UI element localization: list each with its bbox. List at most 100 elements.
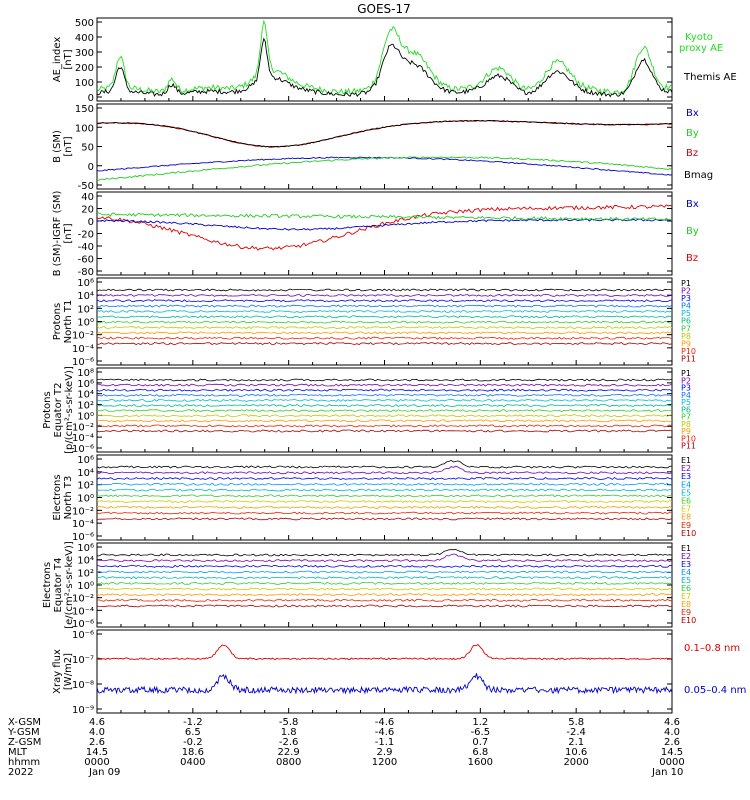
flux-line-p8	[97, 414, 672, 418]
y-axis-label: [nT]	[63, 136, 74, 156]
flux-line-p9	[97, 331, 672, 335]
y-tick-label: 10⁴	[77, 468, 94, 479]
y-tick-label: -40	[78, 242, 94, 253]
y-tick-label: 20	[81, 205, 94, 216]
y-tick-label: 100	[75, 123, 94, 134]
y-axis-label: Protons	[42, 391, 53, 428]
flux-line-p10	[97, 424, 672, 428]
xray-short-line	[97, 673, 672, 695]
panel-frame	[96, 103, 673, 190]
panel-traces	[97, 288, 672, 345]
x-value: -5.8	[279, 717, 299, 728]
flux-line-p7	[97, 409, 672, 413]
y-axis-label: [nT]	[63, 49, 74, 69]
y-tick-label: 10²	[77, 304, 94, 315]
y-tick-label: 10⁻²	[72, 331, 94, 342]
y-axis-label: North T1	[63, 300, 74, 344]
flux-line-p9	[97, 419, 672, 423]
y-tick-label: 10²	[77, 568, 94, 579]
y-tick-label: 0	[88, 162, 94, 173]
y-tick-label: 40	[81, 192, 94, 203]
flux-line-e8	[97, 505, 672, 509]
legend-entry: P3	[681, 294, 691, 303]
flux-line-e6	[97, 581, 672, 585]
y-tick-label: 400	[75, 33, 94, 44]
x-axis-table: X-GSMY-GSMZ-GSMMLThhmm20224.64.02.614.50…	[7, 717, 685, 778]
x-value: -2.6	[279, 737, 299, 748]
panel-traces	[97, 119, 672, 181]
x-row-label: 2022	[8, 767, 33, 778]
y-axis-label: AE_index	[52, 37, 63, 83]
xray-long-line	[97, 643, 672, 661]
y-axis-label: Electrons	[52, 474, 63, 520]
panel-frame	[96, 191, 673, 276]
y-axis-label: Equator T4	[53, 558, 64, 613]
legend-entry: P7	[681, 324, 691, 333]
legend-entry: E6	[681, 497, 691, 506]
x-value: 0000	[84, 757, 109, 768]
flux-line-p11	[97, 342, 672, 345]
legend-entry: By	[686, 226, 699, 237]
flux-line-p4	[97, 393, 672, 397]
panel-traces	[97, 204, 672, 251]
y-tick-label: 10⁶	[77, 455, 94, 466]
y-tick-label: 10⁸	[77, 368, 94, 379]
flux-line-e3	[97, 564, 672, 568]
legend-entry: P3	[681, 384, 691, 393]
flux-line-e4	[97, 482, 672, 486]
y-tick-label: 500	[75, 18, 94, 29]
chart-title: GOES-17	[357, 2, 411, 16]
bz-line	[97, 120, 672, 148]
x-value: 1200	[372, 757, 397, 768]
legend-entry: P9	[681, 339, 691, 348]
flux-line-p7	[97, 320, 672, 324]
y-tick-label: 0	[88, 217, 94, 228]
kyoto-ae-line	[97, 19, 672, 96]
flux-line-p10	[97, 336, 672, 340]
panel-2: 150 100 50 0 -50 B (SM) [nT] Bx By Bz Bmag	[52, 103, 713, 192]
bmag-line	[97, 119, 672, 148]
legend-entry: Bx	[686, 108, 699, 119]
legend-entry: E10	[681, 616, 696, 625]
legend-entry: P2	[681, 287, 691, 296]
y-axis-label: Protons	[52, 303, 63, 340]
x-value: 0800	[276, 757, 301, 768]
x-value: 4.0	[664, 727, 680, 738]
legend-entry: P4	[681, 391, 691, 400]
flux-line-e5	[97, 576, 672, 580]
legend-entry: Bz	[686, 148, 698, 159]
y-axis-label: Xray flux	[52, 649, 63, 694]
flux-line-p1	[97, 288, 672, 292]
y-tick-label: 10⁻⁷	[72, 655, 94, 666]
legend-entry: E3	[681, 560, 691, 569]
legend-entry: P10	[681, 434, 696, 443]
x-value: 1.2	[472, 717, 488, 728]
legend-entry: E9	[681, 608, 691, 617]
y-tick-label: 10⁻⁴	[72, 433, 94, 444]
by-line	[97, 156, 672, 181]
legend-entry: P11	[681, 442, 696, 451]
legend-entry: P8	[681, 332, 691, 341]
x-value: 2.6	[89, 737, 105, 748]
flux-line-p3	[97, 388, 672, 392]
x-row-label: X-GSM	[8, 717, 41, 728]
x-value: Jan 10	[651, 767, 683, 778]
y-tick-label: 10⁶	[77, 379, 94, 390]
y-tick-label: 10⁶	[77, 278, 94, 289]
y-tick-label: 300	[75, 48, 94, 59]
panel-8: 10⁻⁶ 10⁻⁷ 10⁻⁸ 10⁻⁹ Xray flux [W/m2] 0.1–0.8 n…	[52, 629, 746, 716]
legend-entry: Bmag	[684, 170, 713, 181]
by-line	[97, 212, 672, 221]
flux-line-e6	[97, 494, 672, 498]
legend-entry: E2	[681, 464, 691, 473]
flux-line-e7	[97, 587, 672, 591]
x-value: 22.9	[278, 747, 300, 758]
legend-entry: By	[686, 128, 699, 139]
y-axis-label: B (SM)	[52, 130, 63, 163]
panel-frame	[96, 629, 673, 714]
x-value: 4.6	[89, 717, 105, 728]
x-row-label: Z-GSM	[8, 737, 41, 748]
y-tick-label: -50	[78, 181, 94, 192]
